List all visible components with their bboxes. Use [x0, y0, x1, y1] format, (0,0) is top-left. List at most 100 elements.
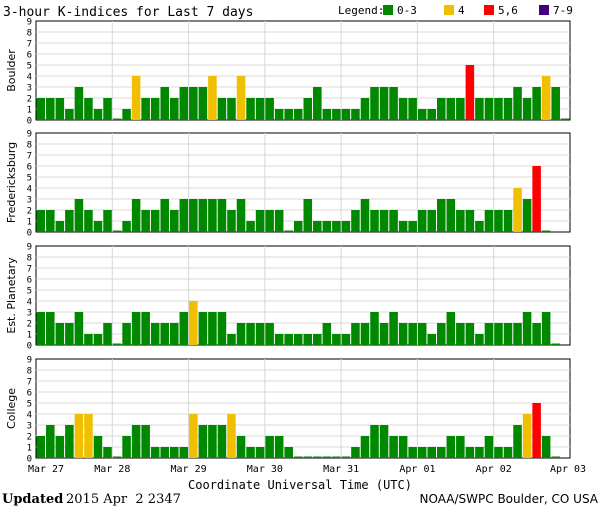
legend-entry-label: 5,6: [498, 4, 518, 17]
data-bar: [332, 221, 341, 232]
data-bar: [227, 334, 236, 345]
data-bar: [541, 312, 551, 345]
data-bar: [150, 210, 160, 232]
data-bar: [532, 323, 541, 345]
data-bar: [55, 323, 65, 345]
x-tick-label: Apr 03: [550, 464, 586, 475]
data-bar: [303, 98, 313, 120]
data-bar: [274, 334, 284, 345]
data-bar: [189, 199, 198, 232]
y-tick-label: 4: [27, 298, 32, 308]
data-bar: [65, 425, 74, 458]
data-bar: [112, 456, 122, 458]
data-bar: [503, 98, 513, 120]
y-tick-label: 1: [27, 106, 32, 116]
data-bar: [150, 323, 160, 345]
data-bar: [246, 447, 255, 458]
data-bar: [417, 210, 427, 232]
data-bar: [494, 447, 503, 458]
y-tick-label: 6: [27, 163, 32, 173]
data-bar: [313, 221, 322, 232]
data-bar: [503, 447, 513, 458]
y-tick-label: 3: [27, 196, 32, 206]
data-bar: [170, 447, 179, 458]
data-bar: [303, 334, 313, 345]
data-bar: [332, 334, 341, 345]
data-bar: [456, 210, 465, 232]
data-bar: [341, 109, 351, 120]
legend: 0-3 4 5,6 7-9: [383, 4, 573, 17]
data-bar: [398, 221, 408, 232]
data-bar: [446, 312, 456, 345]
y-tick-label: 7: [27, 265, 32, 275]
data-bar: [46, 312, 55, 345]
data-bar: [465, 447, 475, 458]
y-tick-label: 0: [27, 342, 32, 352]
legend-entry-label: 0-3: [397, 4, 417, 17]
data-bar: [475, 334, 484, 345]
y-tick-label: 2: [27, 433, 32, 443]
data-bar: [313, 334, 322, 345]
x-tick-label: Mar 31: [323, 464, 359, 475]
data-bar: [55, 221, 65, 232]
data-bar: [313, 456, 322, 458]
data-bar: [246, 323, 255, 345]
data-bar: [417, 447, 427, 458]
data-bar: [313, 87, 322, 120]
data-bar: [293, 456, 303, 458]
y-tick-label: 1: [27, 331, 32, 341]
data-bar: [93, 334, 103, 345]
y-tick-label: 8: [27, 254, 32, 264]
x-tick-label: Apr 01: [399, 464, 435, 475]
data-bar: [236, 199, 246, 232]
data-bar: [36, 210, 46, 232]
data-bar: [208, 199, 217, 232]
data-bar: [560, 118, 570, 120]
data-bar: [141, 98, 150, 120]
data-bar: [532, 166, 541, 232]
data-bar: [112, 118, 122, 120]
data-bar: [65, 109, 74, 120]
data-bar: [255, 447, 265, 458]
data-bar: [131, 199, 141, 232]
data-bar: [494, 98, 503, 120]
data-bar: [284, 334, 293, 345]
data-bar: [74, 414, 84, 458]
data-bar: [513, 87, 522, 120]
data-bar: [217, 425, 227, 458]
data-bar: [74, 312, 84, 345]
data-bar: [84, 210, 93, 232]
data-bar: [189, 301, 198, 345]
data-bar: [379, 210, 389, 232]
data-bar: [141, 210, 150, 232]
data-bar: [293, 334, 303, 345]
data-bar: [522, 199, 532, 232]
data-bar: [322, 221, 332, 232]
data-bar: [465, 210, 475, 232]
y-tick-label: 9: [27, 243, 32, 253]
data-bar: [437, 447, 446, 458]
data-bar: [532, 87, 541, 120]
data-bar: [189, 87, 198, 120]
legend-entry-label: 7-9: [553, 4, 573, 17]
data-bar: [379, 425, 389, 458]
data-bar: [465, 65, 475, 120]
data-bar: [475, 98, 484, 120]
data-bar: [274, 436, 284, 458]
data-bar: [122, 436, 131, 458]
data-bar: [227, 210, 236, 232]
data-bar: [427, 109, 436, 120]
data-bar: [198, 425, 208, 458]
data-bar: [65, 323, 74, 345]
data-bar: [236, 76, 246, 120]
data-bar: [122, 109, 131, 120]
data-bar: [360, 323, 370, 345]
data-bar: [103, 98, 112, 120]
data-bar: [456, 323, 465, 345]
data-bar: [379, 87, 389, 120]
data-bar: [255, 323, 265, 345]
data-bar: [141, 425, 150, 458]
